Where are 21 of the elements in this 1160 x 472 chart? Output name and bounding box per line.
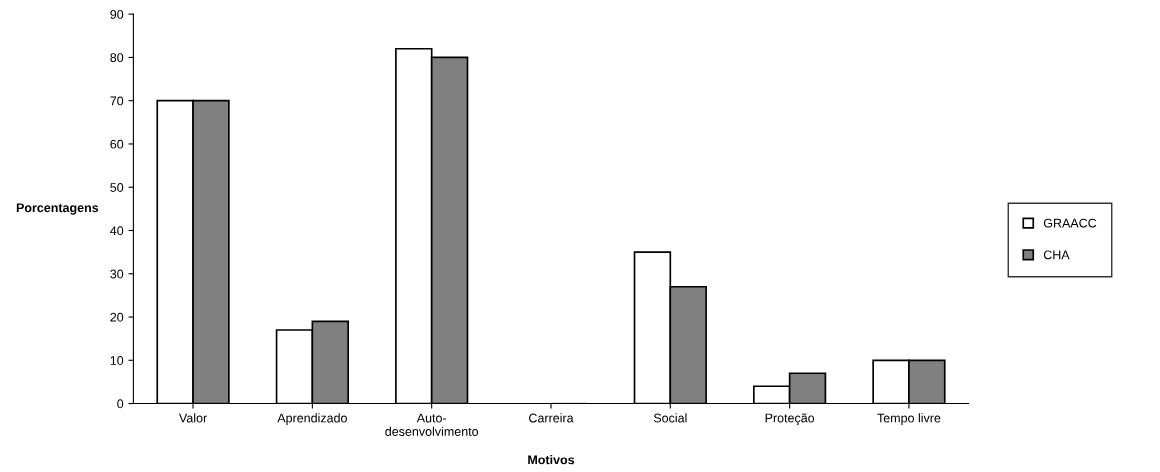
y-tick-label: 90 (110, 9, 124, 19)
x-axis-title: Motivos (528, 455, 575, 465)
y-tick-label: 40 (110, 226, 124, 236)
x-tick-label: Valor (178, 413, 207, 423)
x-tick-label: Proteção (765, 413, 815, 425)
x-tick-label: Aprendizado (277, 413, 347, 425)
x-tick-label: Auto- desenvolvimento (385, 413, 479, 436)
x-tick-label: Carreira (529, 413, 574, 423)
y-tick-label: 60 (110, 139, 124, 149)
y-tick-label: 0 (117, 399, 124, 409)
x-tick-label: Tempo livre (877, 413, 941, 425)
y-tick-label: 30 (110, 269, 124, 279)
y-tick-label: 70 (110, 96, 124, 106)
y-axis-title: Porcentagens (16, 203, 99, 215)
y-tick-label: 80 (110, 53, 124, 63)
legend-label: GRAACC (1043, 218, 1097, 228)
legend-label: CHA (1043, 250, 1070, 260)
y-tick-label: 50 (110, 183, 124, 192)
x-tick-label: Social (653, 413, 687, 423)
y-tick-label: 20 (110, 312, 124, 322)
y-tick-label: 10 (110, 356, 124, 365)
